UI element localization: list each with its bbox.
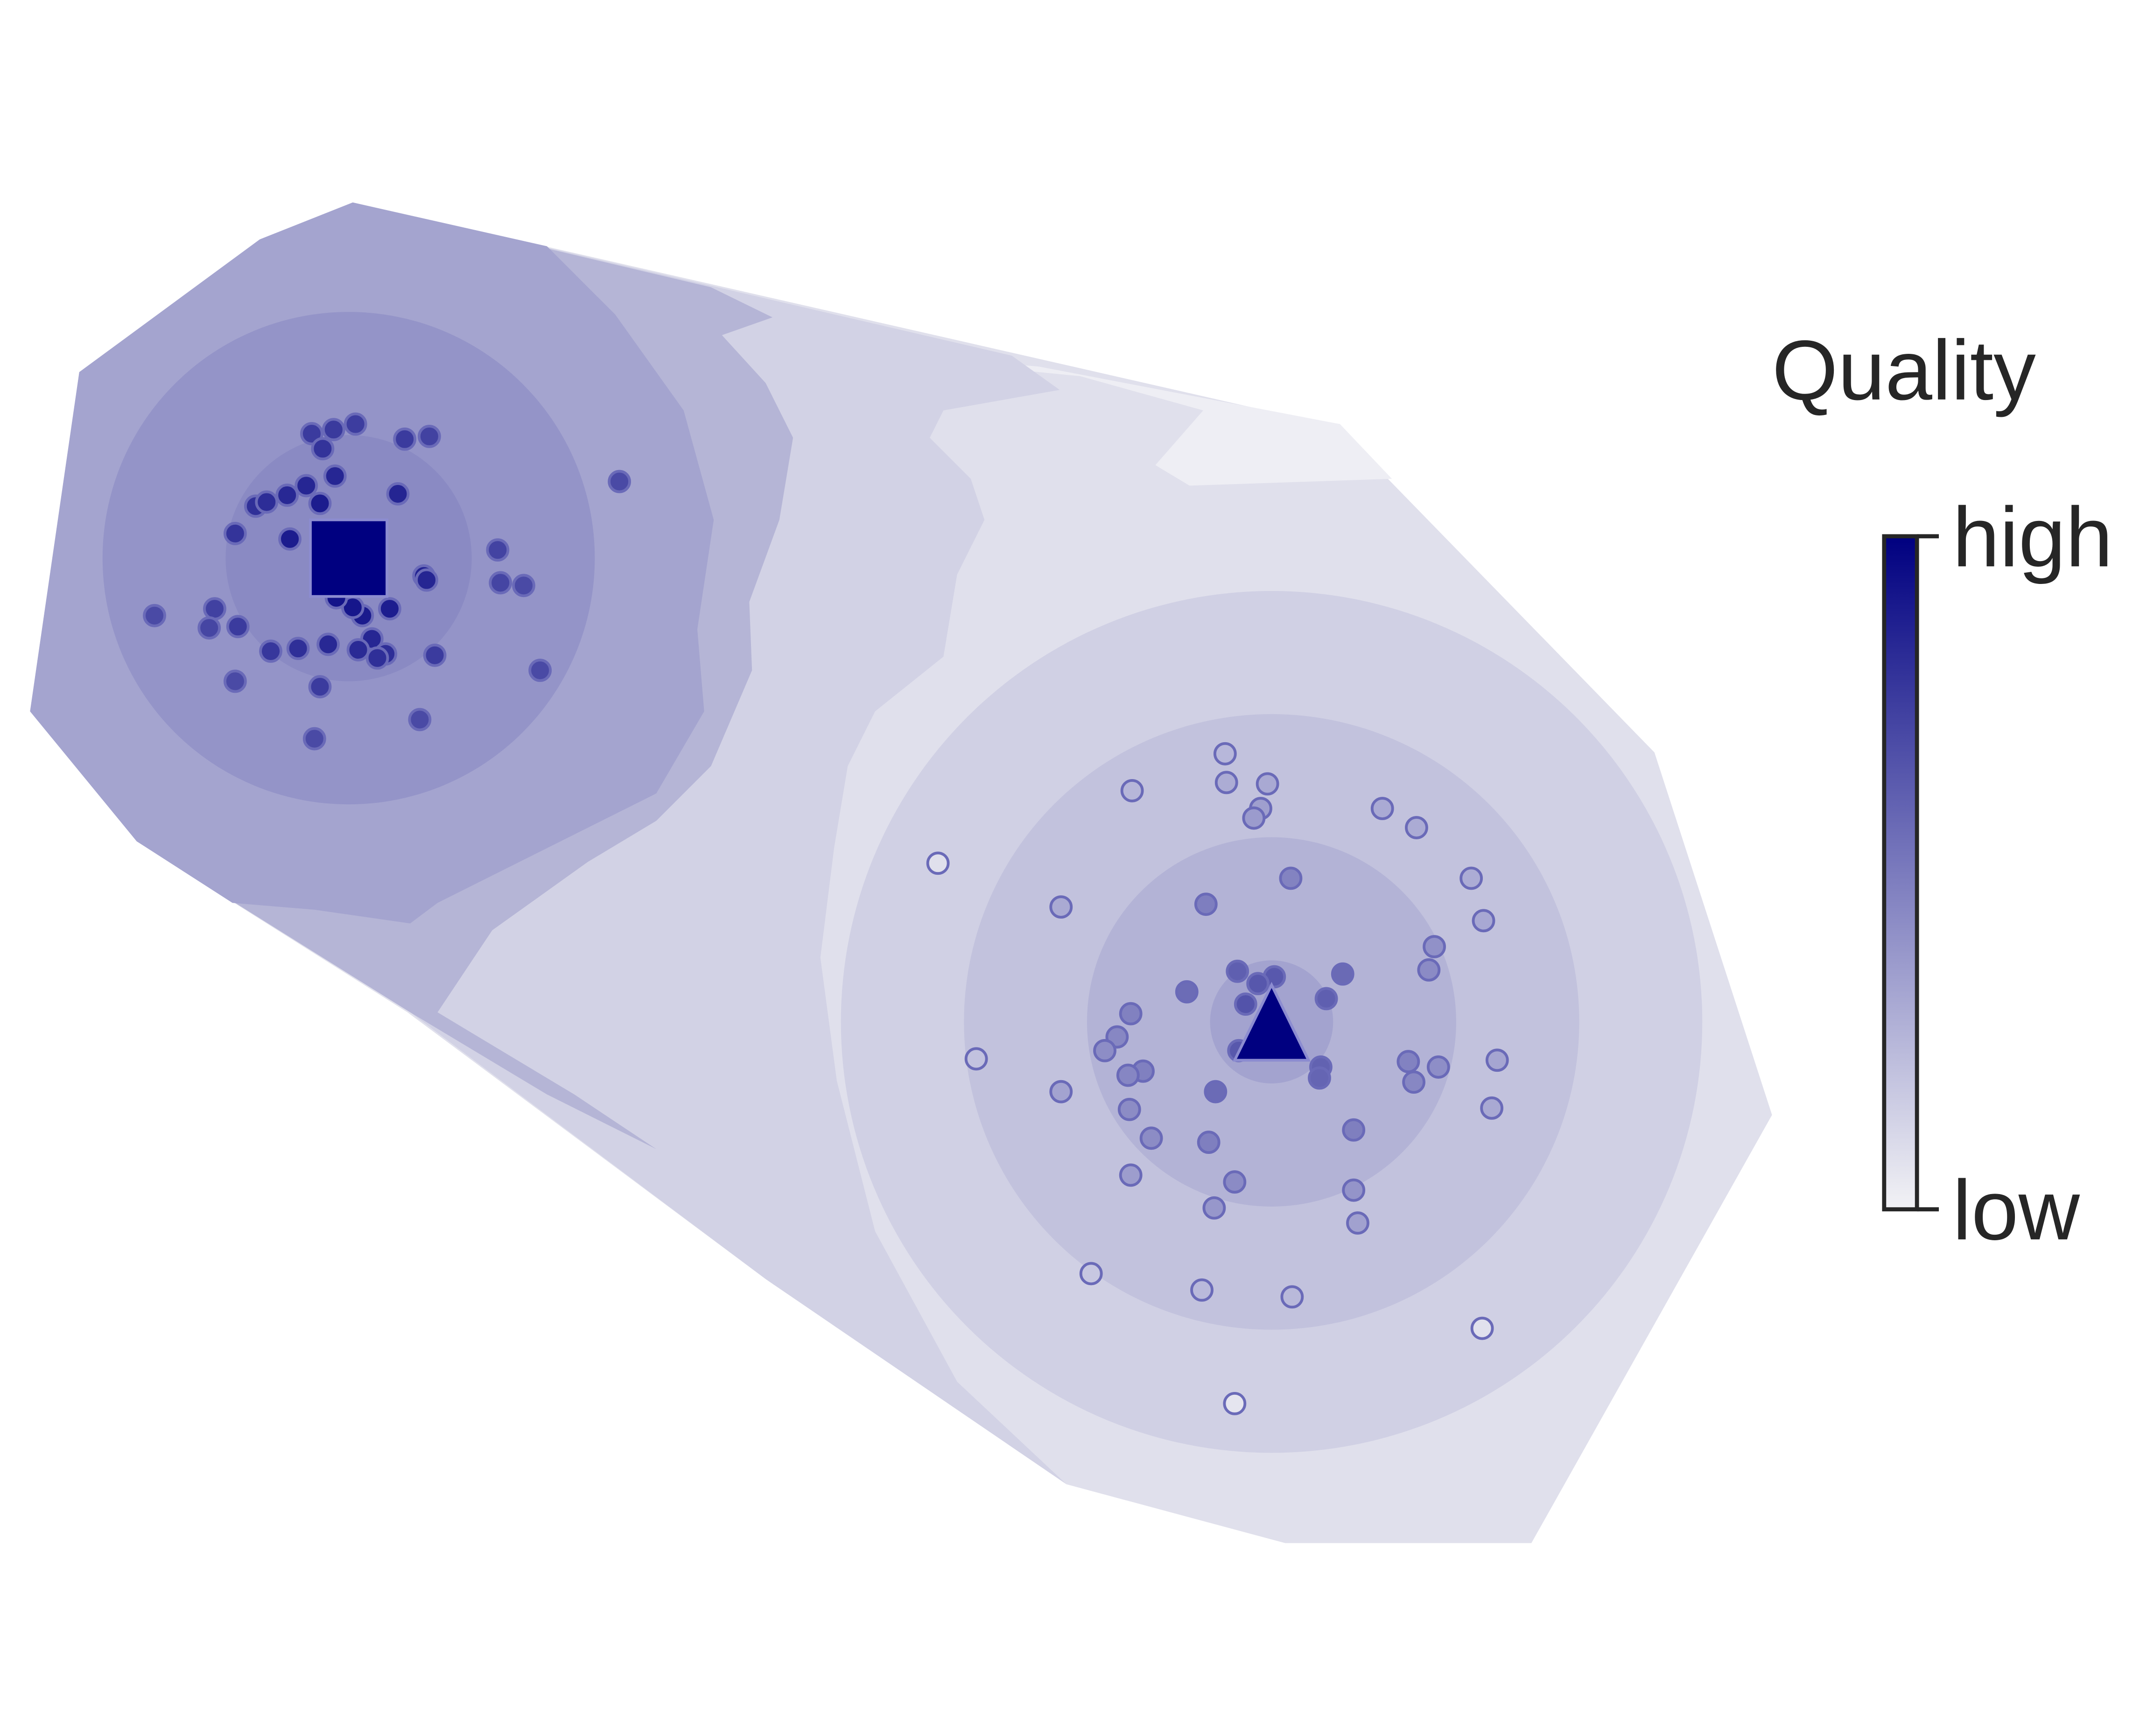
data-point-cluster-1	[144, 605, 165, 626]
data-point-cluster-2	[1333, 964, 1353, 984]
data-point-cluster-2	[1118, 1065, 1138, 1086]
data-point-cluster-2	[1205, 1082, 1226, 1102]
data-point-cluster-2	[1461, 868, 1481, 889]
data-point-cluster-1	[388, 484, 408, 504]
data-point-cluster-2	[1199, 1132, 1219, 1153]
data-point-cluster-2	[1403, 1072, 1424, 1092]
data-point-cluster-1	[288, 638, 309, 659]
data-point-cluster-2	[1472, 1318, 1493, 1339]
colorbar-title: Quality	[1772, 323, 2036, 418]
data-point-cluster-1	[325, 466, 345, 486]
contour-background	[30, 203, 1772, 1543]
data-point-cluster-2	[1196, 894, 1216, 914]
data-point-cluster-2	[1095, 1040, 1115, 1061]
data-point-cluster-1	[280, 529, 300, 549]
data-point-cluster-2	[1372, 798, 1393, 819]
data-point-cluster-1	[419, 426, 440, 447]
data-point-cluster-2	[1316, 988, 1337, 1009]
data-point-cluster-2	[1122, 780, 1143, 801]
data-point-cluster-2	[928, 853, 948, 873]
data-point-cluster-1	[367, 648, 388, 668]
data-point-cluster-1	[530, 660, 550, 681]
data-point-cluster-1	[487, 540, 508, 560]
colorbar-gradient	[1884, 536, 1917, 1209]
data-point-cluster-2	[1121, 1165, 1141, 1185]
data-point-cluster-1	[296, 475, 316, 496]
data-point-cluster-2	[1248, 973, 1268, 994]
data-point-cluster-2	[966, 1048, 987, 1069]
data-point-cluster-2	[1424, 936, 1445, 957]
data-point-cluster-2	[1235, 994, 1256, 1014]
data-point-cluster-1	[225, 523, 246, 544]
colorbar: Quality high low	[1772, 323, 2113, 1258]
data-point-cluster-1	[416, 570, 437, 590]
data-point-cluster-2	[1257, 773, 1278, 794]
data-point-cluster-2	[1343, 1120, 1364, 1140]
data-point-cluster-2	[1398, 1051, 1418, 1072]
data-point-cluster-2	[1224, 1393, 1245, 1414]
data-point-cluster-2	[1192, 1280, 1212, 1300]
data-point-cluster-1	[199, 618, 219, 638]
data-point-cluster-2	[1418, 960, 1439, 980]
data-point-cluster-1	[345, 414, 366, 435]
data-point-cluster-1	[379, 598, 400, 619]
data-point-cluster-1	[513, 575, 534, 596]
data-point-cluster-2	[1081, 1263, 1102, 1284]
data-point-cluster-2	[1487, 1050, 1508, 1070]
data-point-cluster-1	[277, 485, 297, 506]
data-point-cluster-2	[1309, 1068, 1330, 1088]
data-point-cluster-1	[310, 493, 330, 514]
data-point-cluster-2	[1051, 897, 1071, 917]
data-point-cluster-2	[1216, 772, 1237, 793]
data-point-cluster-2	[1406, 817, 1427, 838]
data-point-cluster-1	[304, 729, 325, 749]
data-point-cluster-1	[312, 438, 333, 459]
data-point-cluster-1	[425, 645, 445, 666]
data-point-cluster-2	[1141, 1128, 1162, 1148]
data-point-cluster-1	[228, 616, 248, 637]
data-point-cluster-2	[1177, 982, 1197, 1002]
data-point-cluster-2	[1119, 1099, 1140, 1120]
data-point-cluster-2	[1121, 1004, 1141, 1024]
data-point-cluster-2	[1243, 808, 1264, 829]
data-point-cluster-2	[1215, 744, 1235, 764]
center-square-marker	[310, 520, 387, 597]
data-point-cluster-1	[260, 641, 281, 661]
data-point-cluster-1	[490, 572, 511, 593]
data-point-cluster-2	[1051, 1082, 1071, 1102]
data-point-cluster-1	[204, 598, 225, 619]
data-point-cluster-1	[225, 671, 246, 691]
data-point-cluster-2	[1343, 1180, 1364, 1201]
data-point-cluster-2	[1347, 1213, 1368, 1233]
data-point-cluster-1	[609, 471, 630, 492]
data-point-cluster-2	[1282, 1286, 1302, 1307]
colorbar-label-high: high	[1952, 490, 2112, 584]
data-point-cluster-1	[318, 634, 338, 654]
data-point-cluster-2	[1481, 1098, 1502, 1118]
data-point-cluster-2	[1473, 910, 1494, 931]
data-point-cluster-2	[1428, 1057, 1449, 1077]
data-point-cluster-2	[1280, 868, 1301, 889]
data-point-cluster-1	[394, 429, 415, 450]
colorbar-label-low: low	[1952, 1163, 2080, 1258]
data-point-cluster-1	[323, 419, 344, 440]
data-point-cluster-1	[348, 640, 369, 660]
data-point-cluster-1	[256, 492, 277, 513]
data-point-cluster-2	[1204, 1198, 1224, 1218]
data-point-cluster-1	[310, 676, 330, 697]
data-point-cluster-2	[1224, 1172, 1245, 1192]
data-point-cluster-1	[409, 710, 430, 730]
data-point-cluster-2	[1227, 961, 1248, 982]
